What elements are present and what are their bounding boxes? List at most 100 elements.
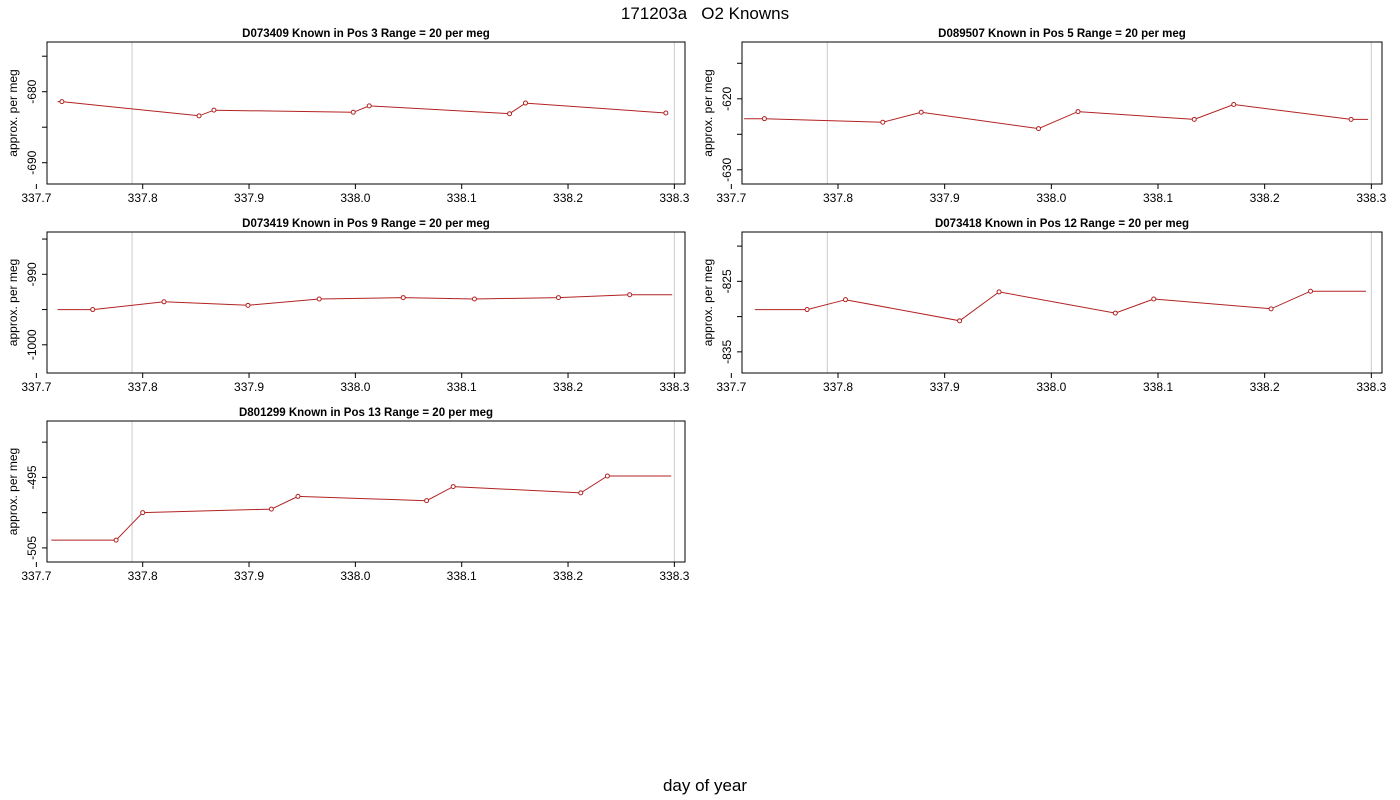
series-line (57, 101, 668, 117)
x-tick-label: 338.3 (659, 191, 689, 205)
data-point (663, 110, 669, 116)
data-point (1231, 101, 1237, 107)
x-tick-label: 337.8 (128, 569, 158, 583)
x-tick-label: 338.2 (1250, 380, 1280, 394)
x-tick-label: 338.3 (659, 569, 689, 583)
panel-title: D089507 Known in Pos 5 Range = 20 per me… (938, 28, 1186, 40)
y-tick-label: -680 (25, 79, 39, 103)
data-point (604, 473, 610, 479)
chart-panel-4: 337.7 337.8 337.9 338.0 338.1 338.2 338.3 -825 -… (701, 218, 1387, 394)
chart-panel-1: 337.7 337.8 337.9 338.0 338.1 338.2 338.3 -680 -… (6, 28, 690, 205)
data-point (880, 119, 886, 125)
y-tick-label: -690 (25, 150, 39, 174)
data-point (140, 510, 146, 516)
panel-title: D073409 Known in Pos 3 Range = 20 per me… (242, 28, 490, 40)
x-tick-label: 338.0 (340, 380, 370, 394)
x-tick-label: 338.0 (1036, 380, 1066, 394)
y-tick-label: -495 (25, 465, 39, 489)
x-tick-label: 337.7 (716, 380, 746, 394)
x-tick-label: 337.8 (823, 380, 853, 394)
data-point (450, 484, 456, 490)
data-point (196, 113, 202, 119)
y-axis-label: approx. per meg (701, 259, 715, 346)
y-tick-label: -505 (25, 536, 39, 560)
y-tick-label: -990 (25, 262, 39, 286)
plot-frame (741, 41, 1383, 185)
plot-frame (46, 420, 686, 563)
panels: 337.7 337.8 337.9 338.0 338.1 338.2 338.3 -680 -… (6, 28, 1387, 583)
panel-title: D073418 Known in Pos 12 Range = 20 per m… (935, 218, 1189, 230)
figure-title: 171203a O2 Knowns (621, 4, 789, 23)
series-line (51, 475, 672, 541)
data-point (268, 506, 274, 512)
data-point (523, 100, 528, 106)
data-point (161, 299, 167, 305)
x-tick-label: 338.2 (553, 569, 583, 583)
x-tick-label: 337.9 (234, 191, 264, 205)
data-point (113, 537, 119, 543)
x-tick-label: 337.9 (234, 569, 264, 583)
chart-panel-5: 337.7 337.8 337.9 338.0 338.1 338.2 338.3 -495 -… (6, 407, 690, 583)
data-point (842, 297, 848, 303)
x-tick-label: 338.1 (447, 380, 477, 394)
x-tick-label: 338.2 (553, 380, 583, 394)
x-tick-label: 338.0 (340, 191, 370, 205)
x-tick-label: 337.8 (128, 380, 158, 394)
data-point (957, 318, 963, 324)
x-tick-label: 337.9 (930, 191, 960, 205)
data-point (90, 307, 96, 313)
y-axis-label: approx. per meg (6, 69, 20, 156)
data-point (627, 292, 633, 298)
data-point (245, 302, 251, 308)
data-point (59, 99, 65, 105)
x-tick-label: 337.8 (128, 191, 158, 205)
x-tick-label: 337.9 (930, 380, 960, 394)
data-point (555, 295, 561, 301)
y-axis-label: approx. per meg (701, 69, 715, 156)
y-tick-label: -835 (720, 340, 734, 364)
y-tick-label: -825 (720, 269, 734, 293)
data-point (1308, 288, 1314, 294)
x-tick-label: 338.3 (659, 380, 689, 394)
plot-frame (46, 231, 686, 374)
plot-frame (46, 41, 686, 185)
data-point (1348, 116, 1354, 122)
x-tick-label: 338.1 (447, 191, 477, 205)
series-line (754, 290, 1366, 322)
data-point (424, 498, 430, 504)
data-point (1036, 126, 1042, 132)
x-tick-label: 338.0 (1036, 191, 1066, 205)
x-tick-label: 338.3 (1356, 191, 1386, 205)
x-tick-label: 337.7 (21, 380, 51, 394)
data-point (761, 116, 767, 122)
x-tick-label: 337.7 (21, 569, 51, 583)
plot-frame (741, 231, 1383, 374)
data-point (804, 307, 810, 313)
y-tick-label: -1000 (25, 329, 39, 360)
x-tick-label: 338.3 (1356, 380, 1386, 394)
panel-title: D073419 Known in Pos 9 Range = 20 per me… (242, 218, 490, 230)
series-line (57, 294, 673, 311)
data-point (350, 109, 356, 115)
data-point (578, 490, 584, 496)
data-point (471, 296, 477, 302)
data-point (295, 493, 301, 499)
x-tick-label: 338.1 (1143, 191, 1173, 205)
panel-title: D801299 Known in Pos 13 Range = 20 per m… (239, 407, 493, 419)
x-tick-label: 337.8 (823, 191, 853, 205)
data-point (211, 107, 217, 113)
x-tick-label: 338.1 (447, 569, 477, 583)
data-point (1268, 306, 1274, 312)
x-tick-label: 337.7 (21, 191, 51, 205)
data-point (1191, 116, 1197, 122)
y-axis-label: approx. per meg (6, 259, 20, 346)
data-point (1112, 310, 1118, 316)
chart-panel-3: 337.7 337.8 337.9 338.0 338.1 338.2 338.3 -990 -… (6, 218, 690, 394)
y-tick-label: -620 (720, 86, 734, 110)
x-tick-label: 337.9 (234, 380, 264, 394)
figure-xlabel: day of year (663, 776, 747, 795)
x-tick-label: 338.0 (340, 569, 370, 583)
x-tick-label: 338.1 (1143, 380, 1173, 394)
data-point (400, 295, 406, 301)
